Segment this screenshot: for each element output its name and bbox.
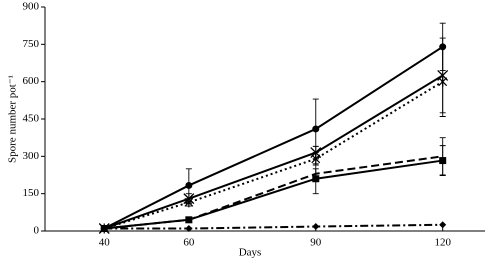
marker <box>311 153 321 164</box>
x-tick-label: 90 <box>310 237 322 249</box>
y-tick-label: 300 <box>23 150 40 162</box>
series-line <box>103 45 444 230</box>
marker <box>185 181 193 189</box>
y-tick-label: 600 <box>23 75 40 87</box>
x-axis-label: Days <box>239 247 262 259</box>
x-tick-label: 40 <box>99 237 111 249</box>
marker <box>100 225 108 233</box>
series-line <box>104 159 443 230</box>
marker <box>439 221 447 229</box>
marker <box>312 125 320 133</box>
marker <box>185 225 193 233</box>
y-tick-label: 450 <box>23 113 40 125</box>
y-axis-label: Spore number pot⁻¹ <box>7 75 19 163</box>
marker <box>184 197 194 208</box>
x-tick-label: 120 <box>434 237 451 249</box>
marker <box>439 157 447 165</box>
marker <box>312 175 320 183</box>
y-tick-label: 750 <box>23 38 40 50</box>
marker <box>185 216 193 224</box>
marker <box>438 76 448 87</box>
y-tick-label: 0 <box>34 225 40 237</box>
series-line <box>103 80 444 230</box>
x-tick-label: 60 <box>183 237 195 249</box>
marker <box>312 223 320 231</box>
y-tick-label: 900 <box>23 1 40 13</box>
series-line <box>103 74 444 230</box>
y-tick-label: 150 <box>23 187 40 199</box>
series-line <box>104 223 443 230</box>
